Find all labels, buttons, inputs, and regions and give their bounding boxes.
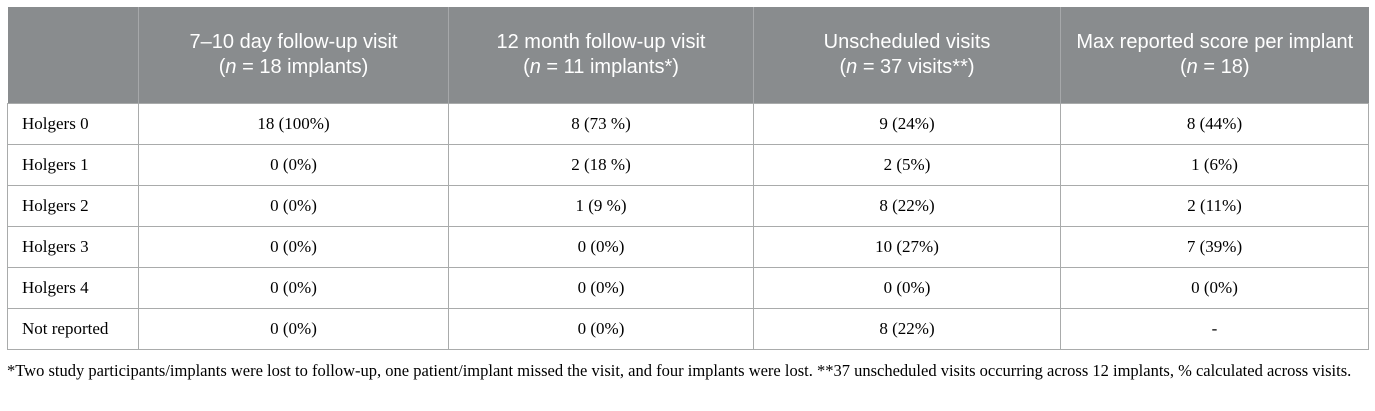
table-header: 7–10 day follow-up visit (n = 18 implant… xyxy=(7,7,1369,103)
table-cell: 1 (6%) xyxy=(1060,143,1369,186)
table-cell: 0 (0%) xyxy=(138,266,449,309)
table-cell: 9 (24%) xyxy=(753,102,1061,145)
table-body: Holgers 0 18 (100%) 8 (73 %) 9 (24%) 8 (… xyxy=(7,102,1369,350)
row-label: Holgers 2 xyxy=(7,184,139,227)
table-cell: 2 (5%) xyxy=(753,143,1061,186)
table-cell: 0 (0%) xyxy=(753,266,1061,309)
table-cell: 0 (0%) xyxy=(448,307,754,350)
row-label: Holgers 3 xyxy=(7,225,139,268)
table-cell: 2 (18 %) xyxy=(448,143,754,186)
table-cell: 7 (39%) xyxy=(1060,225,1369,268)
table-row-holgers-0: Holgers 0 18 (100%) 8 (73 %) 9 (24%) 8 (… xyxy=(7,102,1369,145)
table-cell: - xyxy=(1060,307,1369,350)
table-cell: 10 (27%) xyxy=(753,225,1061,268)
row-label: Holgers 0 xyxy=(7,102,139,145)
column-header-max-reported-score: Max reported score per implant (n = 18) xyxy=(1060,7,1369,103)
table-cell: 0 (0%) xyxy=(448,225,754,268)
header-row: 7–10 day follow-up visit (n = 18 implant… xyxy=(7,7,1369,103)
column-subtitle: (n = 18) xyxy=(1180,55,1250,78)
table-cell: 0 (0%) xyxy=(1060,266,1369,309)
column-header-unscheduled-visits: Unscheduled visits (n = 37 visits**) xyxy=(753,7,1061,103)
column-header-7-10-day-visit: 7–10 day follow-up visit (n = 18 implant… xyxy=(138,7,449,103)
table-footnote: *Two study participants/implants were lo… xyxy=(7,360,1352,380)
table-cell: 8 (73 %) xyxy=(448,102,754,145)
table-cell: 0 (0%) xyxy=(138,184,449,227)
table-cell: 0 (0%) xyxy=(138,225,449,268)
table-cell: 18 (100%) xyxy=(138,102,449,145)
table-cell: 1 (9 %) xyxy=(448,184,754,227)
table-row-not-reported: Not reported 0 (0%) 0 (0%) 8 (22%) - xyxy=(7,307,1369,350)
table-cell: 8 (22%) xyxy=(753,307,1061,350)
table-cell: 2 (11%) xyxy=(1060,184,1369,227)
corner-cell xyxy=(7,7,139,103)
column-title: 12 month follow-up visit xyxy=(496,30,706,53)
row-label: Holgers 1 xyxy=(7,143,139,186)
column-subtitle: (n = 11 implants*) xyxy=(523,55,679,78)
column-title: 7–10 day follow-up visit xyxy=(189,30,398,53)
holgers-score-table: 7–10 day follow-up visit (n = 18 implant… xyxy=(7,7,1369,350)
column-subtitle: (n = 18 implants) xyxy=(218,55,369,78)
row-label: Holgers 4 xyxy=(7,266,139,309)
column-header-12-month-visit: 12 month follow-up visit (n = 11 implant… xyxy=(448,7,754,103)
row-label: Not reported xyxy=(7,307,139,350)
table-cell: 8 (22%) xyxy=(753,184,1061,227)
table-cell: 0 (0%) xyxy=(448,266,754,309)
table-cell: 8 (44%) xyxy=(1060,102,1369,145)
column-title: Max reported score per implant xyxy=(1076,30,1354,53)
table-cell: 0 (0%) xyxy=(138,143,449,186)
table-row-holgers-4: Holgers 4 0 (0%) 0 (0%) 0 (0%) 0 (0%) xyxy=(7,266,1369,309)
table-row-holgers-3: Holgers 3 0 (0%) 0 (0%) 10 (27%) 7 (39%) xyxy=(7,225,1369,268)
table-cell: 0 (0%) xyxy=(138,307,449,350)
table-row-holgers-2: Holgers 2 0 (0%) 1 (9 %) 8 (22%) 2 (11%) xyxy=(7,184,1369,227)
column-title: Unscheduled visits xyxy=(823,30,991,53)
column-subtitle: (n = 37 visits**) xyxy=(839,55,975,78)
table-row-holgers-1: Holgers 1 0 (0%) 2 (18 %) 2 (5%) 1 (6%) xyxy=(7,143,1369,186)
